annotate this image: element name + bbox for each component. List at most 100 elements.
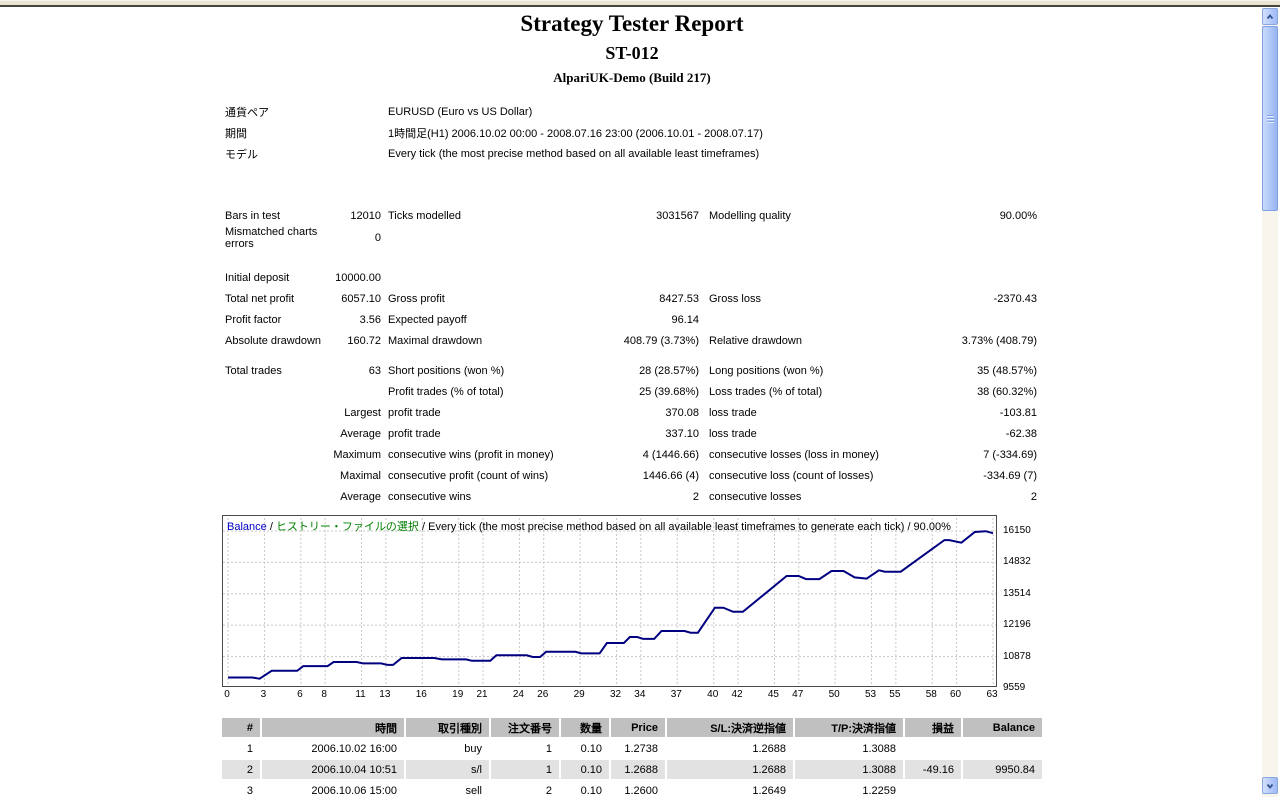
stat-value: 7 (-334.69) (983, 448, 1037, 461)
stat-label (222, 465, 326, 486)
trades-column-header: T/P:決済指値 (793, 718, 903, 737)
stat-label: Total net profit (225, 292, 295, 305)
stat-label: Gross loss (709, 292, 761, 305)
stat-value: Maximal (340, 469, 381, 482)
stat-value: -62.38 (1005, 427, 1037, 440)
stat-label (383, 226, 613, 250)
stat-label: Relative drawdown (709, 334, 802, 347)
x-tick-label: 60 (950, 689, 962, 700)
y-tick-label: 13514 (1003, 587, 1031, 599)
symbol-info-table: 通貨ペア EURUSD (Euro vs US Dollar) 期間 1時間足(H1)… (222, 101, 1042, 164)
trade-cell: 2 (489, 781, 559, 800)
stat-value (326, 381, 383, 402)
chart-caption-segment: Balance (227, 521, 267, 533)
trades-column-header: 数量 (559, 718, 609, 737)
table-row: 3 2006.10.06 15:00 sell 2 0.10 1.2600 1.2649 1.… (222, 781, 1042, 800)
stat-value: -334.69 (7) (983, 469, 1037, 482)
stat-value: 370.08 (665, 406, 699, 419)
strategy-name: ST-012 (605, 43, 659, 63)
stat-row: Mismatched charts errors 0 (222, 226, 1042, 250)
info-row: 通貨ペア EURUSD (Euro vs US Dollar) (222, 101, 1042, 122)
stat-label: consecutive wins (388, 490, 472, 503)
trade-cell (903, 739, 961, 758)
stat-label: Maximal drawdown (388, 334, 483, 347)
stat-label (222, 402, 326, 423)
x-tick-label: 45 (767, 689, 779, 700)
spacer-row (222, 250, 1042, 267)
x-tick-label: 21 (476, 689, 488, 700)
stat-value (613, 267, 699, 288)
stat-label: Bars in test (225, 209, 281, 222)
chart-x-axis: 0 3 6 8 11 13 16 19 21 24 26 29 32 34 37 40 42 45 47 50 53 55… (222, 689, 997, 703)
stat-row: Profit trades (% of total) 25 (39.68%) Los… (222, 381, 1042, 402)
x-tick-label: 58 (925, 689, 937, 700)
x-tick-label: 29 (573, 689, 585, 700)
stat-value: Largest (344, 406, 381, 419)
chart-caption-segment: / Every tick (the most precise method ba… (418, 521, 951, 533)
stat-label: Profit factor (225, 313, 282, 326)
info-row: モデル Every tick (the most precise method b… (222, 143, 1042, 164)
stat-value: 12010 (350, 209, 381, 222)
stat-value: 160.72 (347, 334, 381, 347)
stat-label (699, 267, 907, 288)
x-tick-label: 63 (986, 689, 998, 700)
trade-cell: 1.2688 (609, 760, 665, 779)
stat-row: Total trades 63 Short positions (won %) 28 … (222, 360, 1042, 381)
window-top-edge (0, 0, 1280, 7)
stat-label: consecutive losses (709, 490, 802, 503)
balance-curve (223, 518, 996, 686)
stat-value: 35 (48.57%) (977, 364, 1037, 377)
scroll-down-button[interactable] (1262, 777, 1278, 794)
table-row: 1 2006.10.02 16:00 buy 1 0.10 1.2738 1.2688 1.3… (222, 739, 1042, 758)
scrollbar-thumb[interactable] (1262, 26, 1278, 211)
x-tick-label: 40 (707, 689, 719, 700)
trade-cell: 1 (489, 760, 559, 779)
trades-column-header: S/L:決済逆指値 (665, 718, 793, 737)
stat-value: 4 (1446.66) (642, 448, 699, 461)
trade-cell: 3 (246, 784, 253, 797)
spacer-row (222, 351, 1042, 360)
stat-value (907, 226, 1042, 250)
trade-cell: 1.3088 (793, 760, 903, 779)
x-tick-label: 37 (670, 689, 682, 700)
info-value: EURUSD (Euro vs US Dollar) (388, 105, 533, 118)
y-tick-label: 9559 (1003, 682, 1026, 693)
report-header: Strategy Tester Report ST-012 AlpariUK-D… (222, 11, 1042, 86)
scroll-up-button[interactable] (1262, 8, 1278, 25)
stat-value: -2370.43 (993, 292, 1037, 305)
trade-cell: sell (404, 781, 489, 800)
vertical-scrollbar[interactable] (1262, 8, 1278, 797)
stat-value: 3.73% (408.79) (961, 334, 1037, 347)
trade-cell: 1.2600 (609, 781, 665, 800)
trades-column-header: # (222, 718, 260, 737)
trades-column-header: Price (609, 718, 665, 737)
stat-value: 1446.66 (4) (642, 469, 699, 482)
stat-label (699, 226, 907, 250)
stat-label: loss trade (709, 406, 757, 419)
stat-label: consecutive losses (loss in money) (709, 448, 879, 461)
trade-cell: 2 (222, 760, 260, 779)
stat-value: 0 (374, 232, 381, 244)
stat-label (222, 423, 326, 444)
stat-value: 3.56 (359, 313, 381, 326)
y-tick-label: 14832 (1003, 556, 1031, 568)
trade-cell (961, 781, 1042, 800)
stat-label (383, 267, 613, 288)
report-page: Strategy Tester Report ST-012 AlpariUK-D… (222, 7, 1042, 800)
stat-value: 6057.10 (341, 292, 381, 305)
stat-value: 90.00% (999, 209, 1037, 222)
stat-row: Maximal consecutive profit (count of wins… (222, 465, 1042, 486)
x-tick-label: 26 (537, 689, 549, 700)
stat-row: Average consecutive wins 2 consecutive loss… (222, 486, 1042, 507)
stat-value: Maximum (333, 448, 381, 461)
stat-row: Bars in test 12010 Ticks modelled 3031567 Mo… (222, 205, 1042, 226)
info-label: 期間 (225, 127, 247, 140)
stat-label: consecutive profit (count of wins) (388, 469, 549, 482)
stat-value (613, 226, 699, 250)
x-tick-label: 8 (321, 689, 327, 700)
info-label: モデル (225, 148, 258, 161)
stat-value: 28 (28.57%) (639, 364, 699, 377)
trade-cell: 2006.10.06 15:00 (260, 781, 404, 800)
info-label: 通貨ペア (225, 106, 269, 119)
x-tick-label: 0 (224, 689, 230, 700)
